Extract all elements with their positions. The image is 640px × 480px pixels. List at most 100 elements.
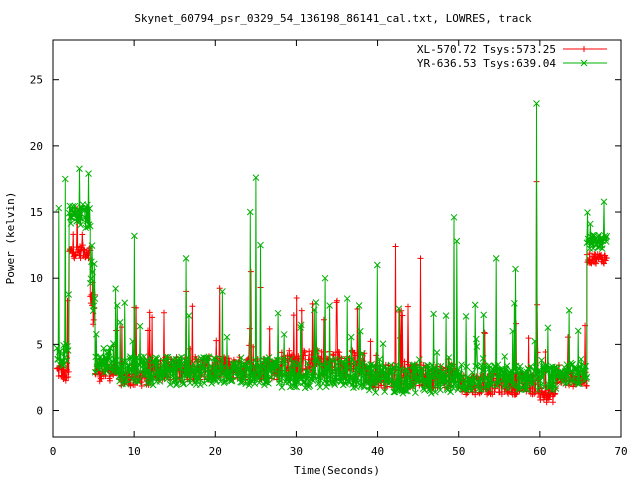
data-point (301, 349, 308, 356)
y-tick-label: 25 (30, 74, 43, 87)
data-point (289, 351, 296, 358)
data-point (501, 353, 509, 360)
data-point (545, 396, 552, 403)
data-point (89, 268, 96, 276)
data-point (179, 378, 187, 386)
data-point (376, 355, 383, 363)
data-point (88, 242, 96, 249)
x-tick-label: 60 (533, 445, 546, 458)
data-point (387, 361, 395, 369)
data-point (437, 386, 444, 394)
data-point (201, 366, 209, 374)
data-point (262, 356, 269, 363)
data-point (213, 337, 220, 344)
data-point (462, 312, 470, 320)
data-point (358, 365, 365, 373)
data-point (508, 371, 515, 379)
data-point (145, 366, 152, 374)
data-point (143, 356, 151, 364)
data-point (195, 375, 202, 383)
data-point (356, 327, 364, 335)
data-point (343, 295, 351, 302)
data-point (584, 209, 591, 216)
data-point (340, 367, 348, 374)
data-point (474, 363, 481, 370)
data-point (64, 347, 72, 354)
data-point (309, 364, 316, 372)
data-point (144, 379, 151, 387)
data-point (116, 318, 124, 326)
data-point (74, 249, 81, 256)
data-point (212, 376, 219, 384)
data-point (359, 360, 367, 367)
data-point (273, 356, 281, 364)
data-point (500, 370, 507, 378)
data-point (379, 340, 387, 348)
data-point (79, 231, 86, 238)
data-point (139, 371, 147, 378)
data-point (338, 373, 345, 381)
data-point (472, 335, 480, 343)
data-point (582, 375, 590, 382)
data-point (355, 302, 363, 309)
x-tick-label: 30 (290, 445, 303, 458)
data-point (448, 361, 456, 368)
data-point (342, 355, 350, 363)
data-point (363, 377, 371, 384)
data-point (258, 367, 266, 375)
data-point (149, 314, 156, 321)
data-point (451, 368, 459, 375)
data-point (473, 343, 481, 350)
data-point (478, 361, 485, 369)
data-point (495, 379, 503, 387)
data-point (529, 380, 536, 388)
y-tick-label: 0 (36, 405, 43, 418)
data-point (162, 359, 169, 367)
data-point (90, 302, 98, 310)
data-point (135, 378, 142, 386)
data-point (317, 377, 324, 384)
data-point (178, 360, 186, 368)
data-point (90, 316, 97, 323)
data-point (533, 100, 540, 107)
data-point (468, 369, 476, 376)
data-point (591, 259, 598, 266)
data-point (558, 378, 566, 386)
data-point (193, 356, 201, 364)
data-point (538, 374, 546, 381)
data-point (57, 347, 64, 355)
data-point (279, 370, 286, 378)
data-point (150, 361, 158, 369)
data-point (59, 362, 67, 370)
y-tick-label: 5 (36, 338, 43, 351)
data-point (405, 303, 411, 310)
data-point (91, 368, 99, 376)
data-point (302, 352, 309, 359)
data-point (582, 362, 589, 370)
data-point (259, 363, 267, 371)
data-point (566, 369, 574, 376)
chart-title: Skynet_60794_psr_0329_54_136198_86141_ca… (134, 12, 532, 25)
data-point (547, 374, 555, 381)
legend-marker-plus-icon (581, 46, 587, 52)
data-point (442, 312, 450, 319)
data-point (173, 380, 181, 388)
data-point (551, 391, 558, 398)
data-point (74, 206, 82, 214)
data-point (586, 250, 593, 257)
plot-frame (52, 39, 622, 438)
data-point (331, 381, 339, 388)
series-layer (53, 100, 611, 406)
data-point (394, 363, 402, 371)
data-point (138, 382, 145, 389)
data-point (185, 312, 193, 319)
data-point (216, 285, 223, 292)
data-point (520, 377, 527, 385)
data-point (189, 303, 196, 310)
x-tick-label: 40 (371, 445, 384, 458)
data-point (323, 364, 331, 372)
data-point (182, 254, 190, 262)
data-point (274, 309, 282, 317)
data-point (408, 380, 415, 388)
data-point (515, 385, 522, 393)
